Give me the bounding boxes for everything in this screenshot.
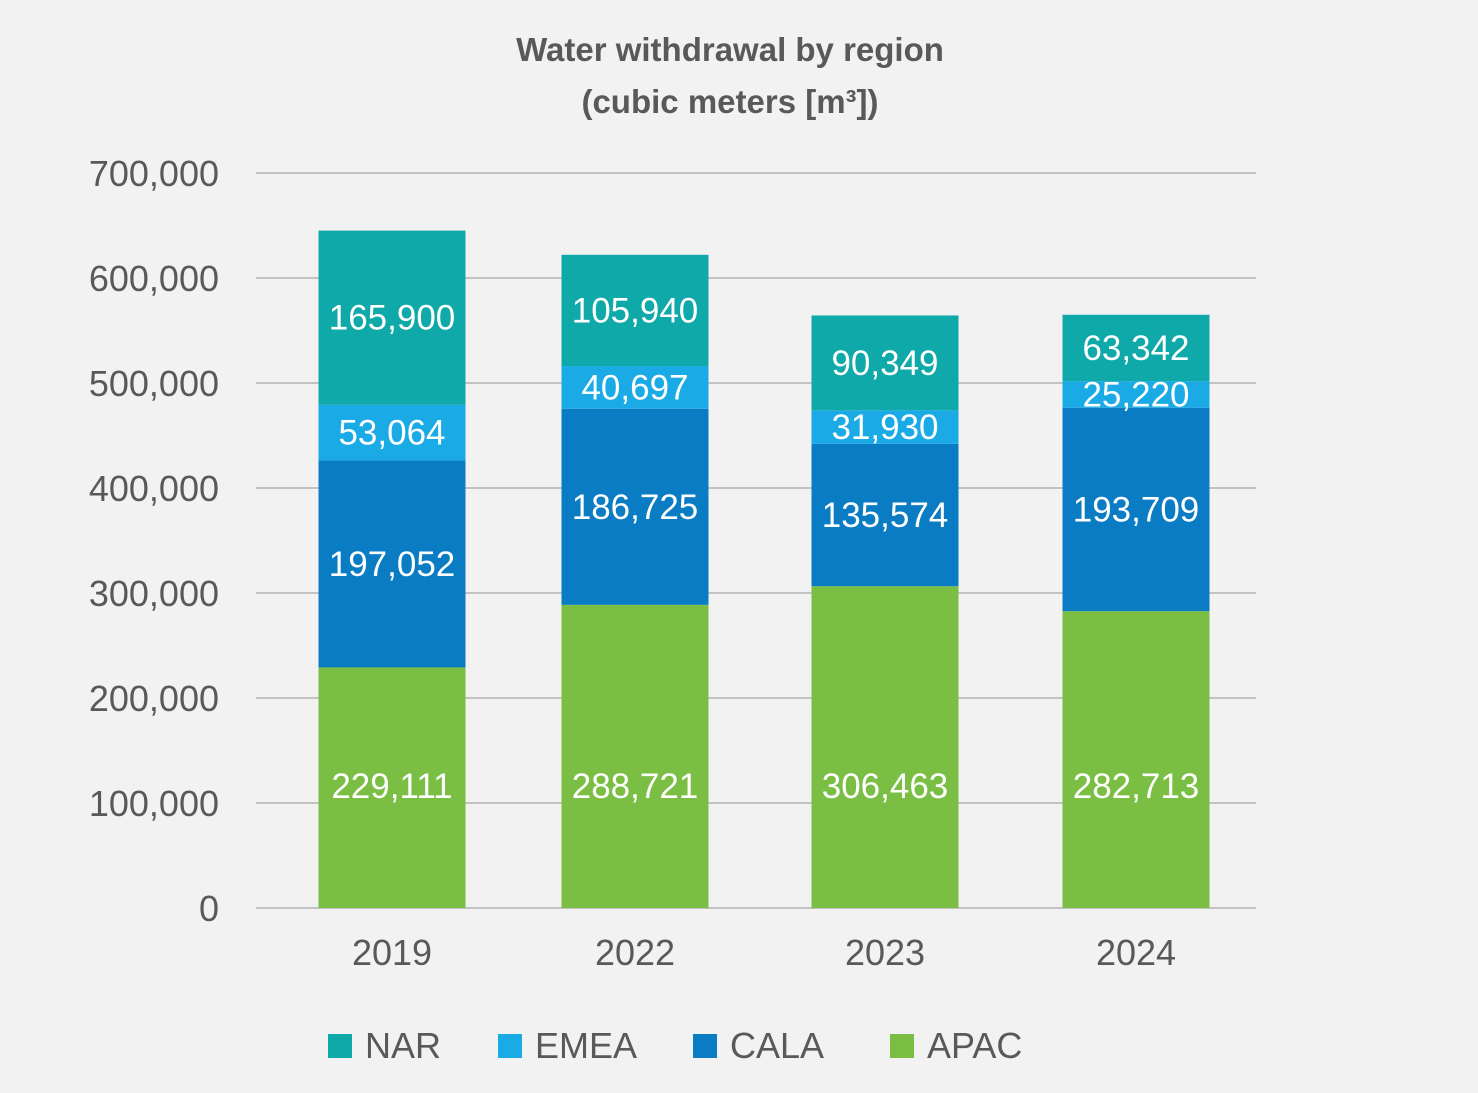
value-label-apac-2022: 288,721 bbox=[572, 767, 699, 806]
y-tick-label: 200,000 bbox=[89, 678, 219, 719]
legend-label-nar: NAR bbox=[365, 1025, 441, 1066]
y-tick-label: 600,000 bbox=[89, 258, 219, 299]
value-label-apac-2023: 306,463 bbox=[822, 767, 949, 806]
bar-emea-2022 bbox=[561, 366, 709, 409]
bar-cala-2023 bbox=[811, 443, 959, 587]
bar-cala-2024 bbox=[1062, 407, 1210, 612]
y-tick-label: 300,000 bbox=[89, 573, 219, 614]
legend-swatch-emea bbox=[498, 1034, 522, 1058]
bar-emea-2024 bbox=[1062, 381, 1210, 408]
y-tick-label: 100,000 bbox=[89, 783, 219, 824]
bar-nar-2023 bbox=[811, 315, 959, 411]
bar-apac-2019 bbox=[318, 667, 466, 908]
value-label-emea-2024: 25,220 bbox=[1082, 376, 1189, 415]
y-tick-label: 0 bbox=[199, 888, 219, 929]
x-tick-label: 2023 bbox=[845, 932, 925, 973]
data-labels: 229,111 197,052 53,064 165,900 288,721 186,72… bbox=[329, 291, 1200, 806]
value-label-nar-2022: 105,940 bbox=[572, 291, 699, 330]
bar-cala-2019 bbox=[318, 460, 466, 668]
bar-nar-2019 bbox=[318, 230, 466, 405]
bar-nar-2022 bbox=[561, 254, 709, 367]
y-axis-ticks: 0 100,000 200,000 300,000 400,000 500,000 600,… bbox=[89, 153, 219, 929]
value-label-cala-2022: 186,725 bbox=[572, 488, 699, 527]
legend-label-cala: CALA bbox=[730, 1025, 824, 1066]
legend-label-apac: APAC bbox=[927, 1025, 1022, 1066]
value-label-emea-2023: 31,930 bbox=[831, 408, 938, 447]
chart-subtitle: (cubic meters [m³]) bbox=[581, 83, 878, 120]
value-label-nar-2019: 165,900 bbox=[329, 299, 456, 338]
value-label-cala-2023: 135,574 bbox=[822, 496, 949, 535]
x-axis-ticks: 2019 2022 2023 2024 bbox=[352, 932, 1176, 973]
value-label-apac-2019: 229,111 bbox=[331, 767, 452, 806]
bar-emea-2019 bbox=[318, 404, 466, 461]
bar-apac-2022 bbox=[561, 604, 709, 908]
value-label-apac-2024: 282,713 bbox=[1073, 767, 1200, 806]
legend-swatch-cala bbox=[693, 1034, 717, 1058]
x-tick-label: 2024 bbox=[1096, 932, 1176, 973]
chart-title: Water withdrawal by region bbox=[516, 31, 944, 68]
legend-label-emea: EMEA bbox=[535, 1025, 637, 1066]
legend: NAR EMEA CALA APAC bbox=[328, 1025, 1022, 1066]
y-tick-label: 500,000 bbox=[89, 363, 219, 404]
bar-nar-2024 bbox=[1062, 314, 1210, 382]
bars bbox=[318, 230, 1210, 908]
value-label-nar-2024: 63,342 bbox=[1082, 329, 1189, 368]
y-tick-label: 700,000 bbox=[89, 153, 219, 194]
legend-swatch-apac bbox=[890, 1034, 914, 1058]
x-tick-label: 2019 bbox=[352, 932, 432, 973]
value-label-emea-2022: 40,697 bbox=[581, 368, 688, 407]
value-label-cala-2024: 193,709 bbox=[1073, 490, 1200, 529]
value-label-cala-2019: 197,052 bbox=[329, 545, 456, 584]
x-tick-label: 2022 bbox=[595, 932, 675, 973]
bar-cala-2022 bbox=[561, 408, 709, 605]
bar-apac-2023 bbox=[811, 586, 959, 908]
bar-apac-2024 bbox=[1062, 611, 1210, 908]
value-label-nar-2023: 90,349 bbox=[831, 344, 938, 383]
legend-swatch-nar bbox=[328, 1034, 352, 1058]
bar-emea-2023 bbox=[811, 410, 959, 444]
y-tick-label: 400,000 bbox=[89, 468, 219, 509]
value-label-emea-2019: 53,064 bbox=[338, 414, 445, 453]
